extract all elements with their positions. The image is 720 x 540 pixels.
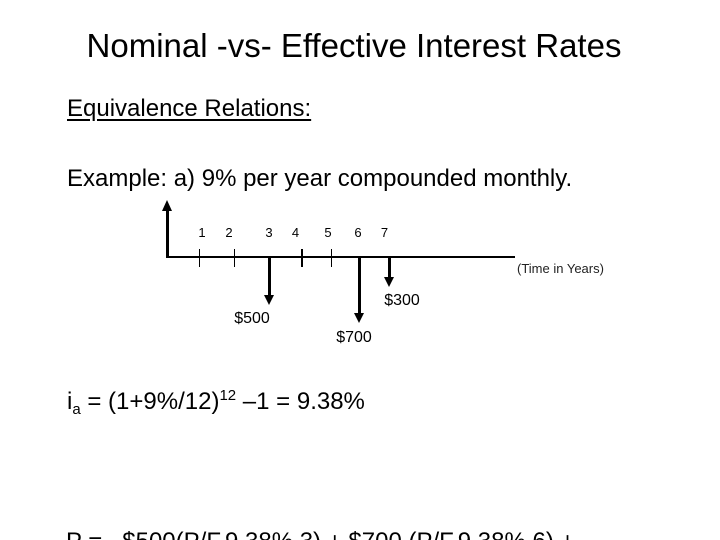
- cashflow-arrowhead-300-icon: [384, 277, 394, 287]
- tick-mark-year-4: [301, 249, 303, 267]
- tick-mark-year-5: [330, 249, 332, 267]
- effective-rate-equation: ia = (1+9%/12)12 –1 = 9.38%: [67, 387, 365, 418]
- present-worth-equation-line1: P = $500(P/F,9.38%,3) + $700 (P/F,9.38%,…: [66, 526, 575, 540]
- cashflow-arrow-300: [388, 258, 391, 277]
- cashflow-label-300: $300: [384, 292, 420, 309]
- axis-up-arrowhead-icon: [162, 200, 172, 211]
- eq-ia-tail: –1 = 9.38%: [236, 388, 365, 415]
- cashflow-label-700: $700: [336, 329, 372, 346]
- slide-title: Nominal -vs- Effective Interest Rates: [86, 27, 622, 64]
- eq-ia-exponent: 12: [219, 387, 237, 404]
- year-label-2: 2: [225, 225, 233, 240]
- year-label-7: 7: [380, 225, 389, 240]
- present-worth-equation: P = $500(P/F,9.38%,3) + $700 (P/F,9.38%,…: [66, 461, 575, 540]
- cashflow-label-500: $500: [234, 310, 270, 327]
- eq-ia-subscript: a: [72, 401, 81, 418]
- year-label-4: 4: [291, 225, 300, 240]
- tick-mark-year-1: [198, 249, 200, 267]
- example-text: Example: a) 9% per year compounded month…: [67, 165, 573, 192]
- cashflow-arrow-500: [267, 258, 271, 295]
- year-label-5: 5: [324, 225, 332, 240]
- cashflow-arrowhead-700-icon: [354, 313, 364, 323]
- eq-ia-middle: = (1+9%/12): [80, 388, 220, 415]
- section-heading: Equivalence Relations:: [67, 95, 312, 122]
- year-label-3: 3: [265, 225, 273, 240]
- cashflow-arrowhead-500-icon: [263, 295, 274, 305]
- axis-vertical-line: [166, 211, 169, 258]
- timeline-horizontal-line: [166, 256, 515, 258]
- year-label-1: 1: [198, 225, 206, 240]
- cashflow-arrow-700: [358, 258, 361, 313]
- time-axis-caption: (Time in Years): [517, 261, 604, 276]
- tick-mark-year-2: [233, 249, 235, 267]
- year-label-6: 6: [354, 225, 362, 240]
- eq-ia-base: i: [67, 388, 73, 415]
